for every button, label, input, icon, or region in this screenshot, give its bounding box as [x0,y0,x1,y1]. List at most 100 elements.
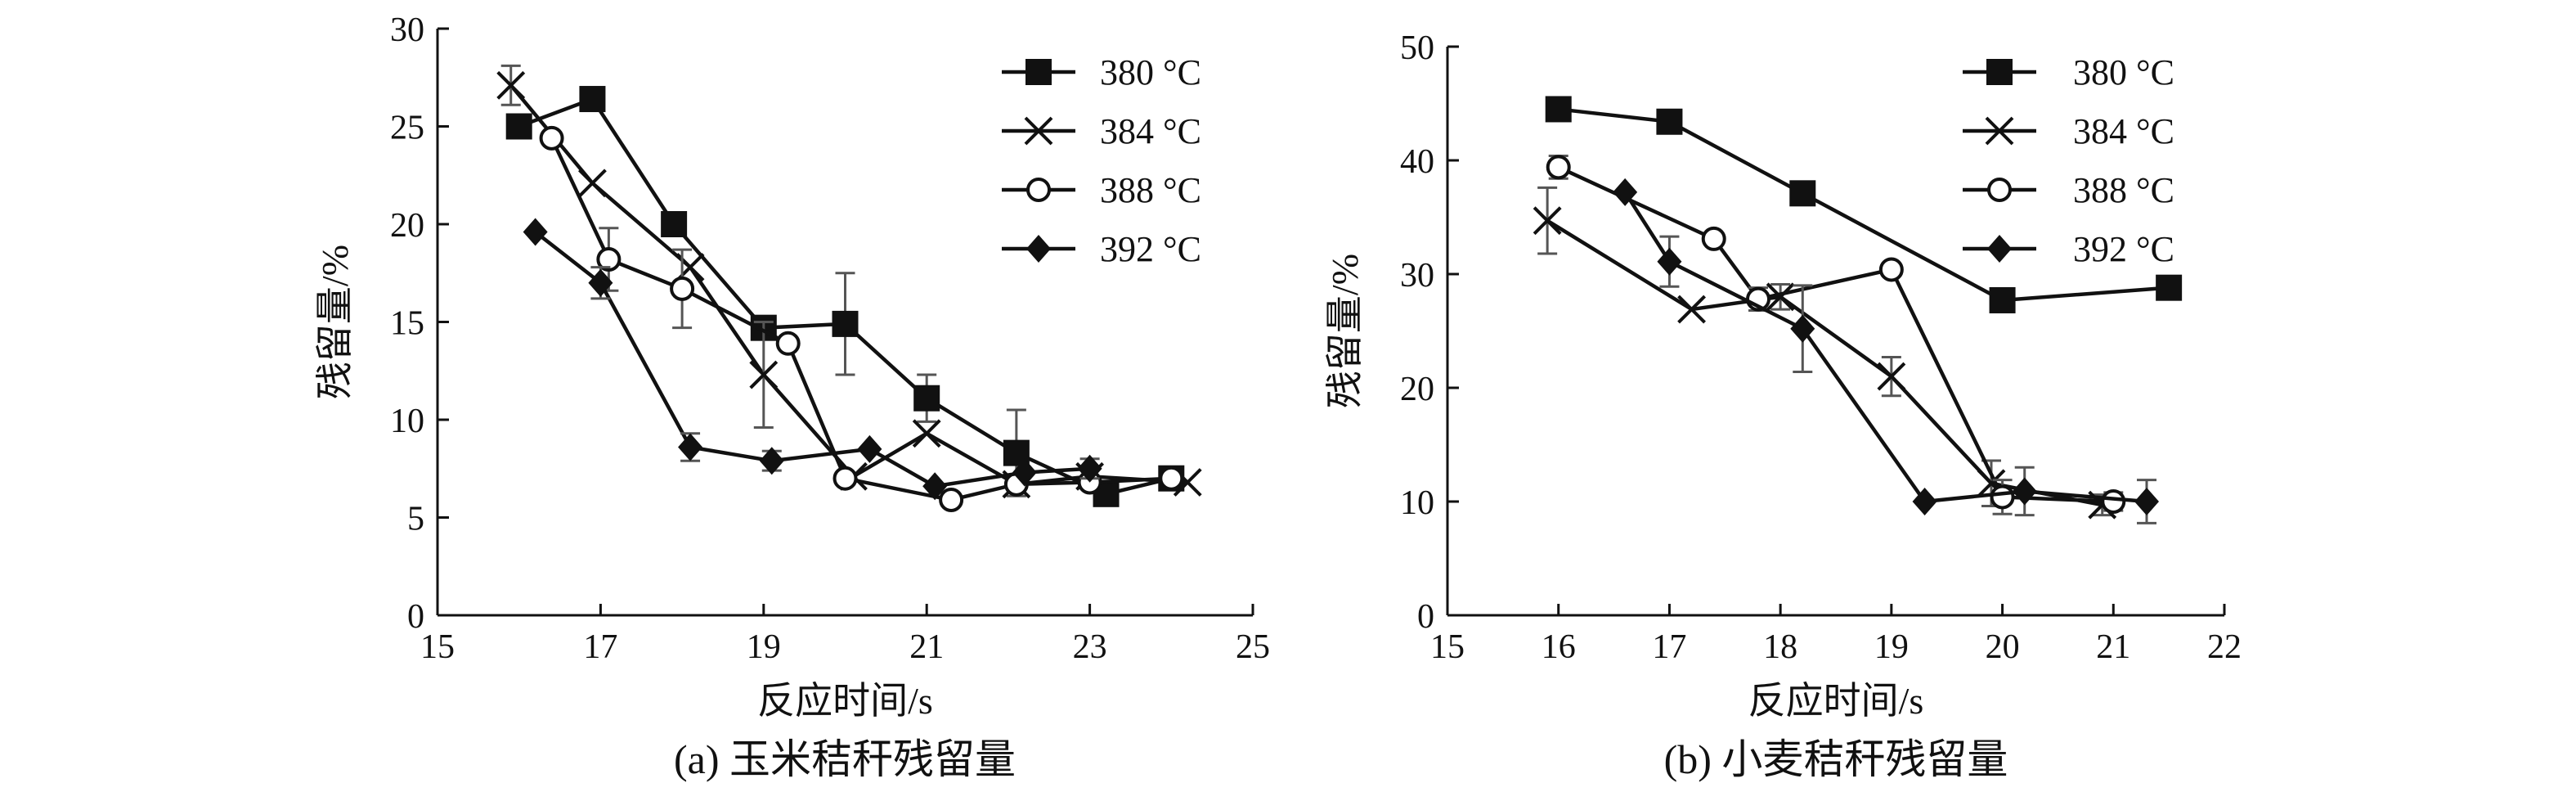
x-tick-label: 25 [1236,628,1270,666]
series-square [1545,96,2183,313]
data-point [2134,488,2159,515]
data-point [913,385,940,412]
legend-label: 392 °C [2073,229,2174,269]
legend-label: 388 °C [1100,170,1201,210]
data-point [539,125,564,151]
y-tick-label: 50 [1400,29,1434,67]
data-point [1789,180,1816,207]
legend-marker [1985,116,2014,146]
legend-item: 392 °C [1002,229,1201,269]
data-point [1878,257,1904,282]
legend-label: 384 °C [1100,111,1201,151]
legend: 380 °C 384 °C 388 °C 392 °C [1002,52,1201,269]
chart-caption: (b) 小麦秸秆残留量 [1664,736,2008,782]
data-point [2101,489,2126,514]
legend-marker [1026,178,1051,202]
series-line [509,83,1188,487]
data-point [1701,226,1726,251]
legend-item: 388 °C [1963,170,2174,210]
y-tick-label: 10 [1400,484,1434,522]
legend-label: 380 °C [1100,52,1201,92]
y-tick-label: 20 [1400,371,1434,408]
series-square [505,86,1185,507]
data-point [1766,282,1795,312]
x-tick-label: 15 [420,628,455,666]
data-point [1790,314,1815,343]
data-point [579,86,606,113]
axes: 0 5 10 15 20 25 30 15 17 19 21 23 25 [390,11,1270,666]
legend-item: 392 °C [1963,229,2174,269]
data-point [1989,286,2016,313]
x-tick-label: 22 [2207,628,2242,666]
axes: 0 10 20 30 40 50 15 16 17 18 19 20 21 22 [1400,29,2242,666]
legend-marker [1025,59,1052,85]
series-x [1533,186,2117,520]
x-tick-label: 23 [1073,628,1107,666]
y-tick-label: 25 [390,110,424,147]
data-point [939,487,964,512]
y-axis-label: 残留量/% [1324,254,1366,408]
series-line [534,230,1090,488]
data-point [670,276,695,301]
x-tick-label: 17 [1652,628,1686,666]
data-point [496,70,526,100]
legend-label: 380 °C [2073,52,2174,92]
data-point [1877,362,1906,391]
legend-label: 392 °C [1100,229,1201,269]
data-point [596,247,622,272]
data-point [2012,477,2037,506]
data-point [749,360,779,389]
data-point [1077,454,1102,483]
data-point [2156,274,2183,301]
data-point [678,433,703,461]
y-tick-label: 5 [407,501,424,538]
data-point [578,169,607,198]
legend-item: 380 °C [1002,52,1201,92]
y-tick-label: 40 [1400,143,1434,181]
chart-a: 0 5 10 15 20 25 30 15 17 19 21 23 25 反应时间/s 残留量/% (a) 玉… [314,11,1270,782]
data-point [1012,458,1037,487]
y-tick-label: 30 [390,11,424,49]
x-axis-label: 反应时间/s [1748,680,1924,722]
x-tick-label: 19 [1874,628,1909,666]
legend-item: 384 °C [1963,111,2174,151]
data-point [1677,295,1706,324]
legend-marker [1987,235,2012,263]
x-tick-label: 16 [1542,628,1576,666]
chart-caption: (a) 玉米秸秆残留量 [674,736,1016,782]
data-point [1159,466,1184,491]
data-point [588,268,613,297]
data-point [1990,484,2015,510]
x-tick-label: 18 [1763,628,1797,666]
x-tick-label: 20 [1986,628,2020,666]
data-point [857,434,882,463]
y-tick-label: 10 [390,403,424,440]
data-point [1656,108,1683,135]
legend-marker [1026,235,1051,263]
y-tick-label: 0 [1417,598,1434,636]
legend-marker [1987,178,2012,202]
data-point [1613,178,1638,206]
data-point [1533,206,1562,236]
legend-marker [1986,59,2013,85]
y-tick-label: 15 [390,305,424,343]
data-point [1912,488,1937,515]
legend-label: 388 °C [2073,170,2174,210]
data-point [1657,247,1682,276]
legend: 380 °C 384 °C 388 °C 392 °C [1963,52,2174,269]
legend-marker [1024,116,1053,146]
series-diamond [1613,178,2159,524]
y-tick-label: 30 [1400,257,1434,295]
x-tick-label: 15 [1430,628,1465,666]
series-diamond [523,218,1102,501]
legend-label: 384 °C [2073,111,2174,151]
data-point [661,211,688,237]
x-tick-label: 19 [747,628,781,666]
x-tick-label: 21 [2096,628,2130,666]
y-tick-label: 20 [390,207,424,245]
data-point [1546,155,1571,180]
data-point [759,447,784,475]
data-point [1545,96,1572,123]
